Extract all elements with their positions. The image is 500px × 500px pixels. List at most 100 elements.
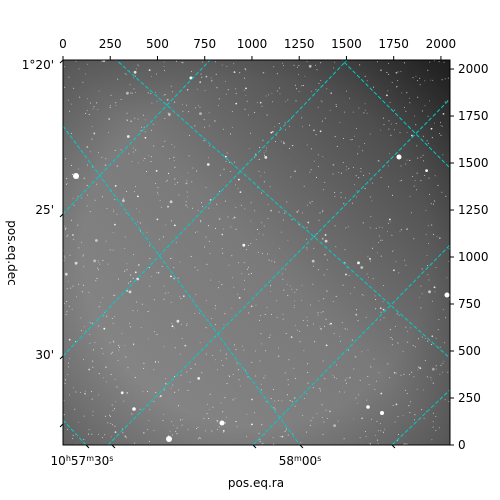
star — [377, 443, 379, 445]
star — [376, 439, 378, 441]
star — [66, 236, 68, 238]
star — [428, 279, 430, 281]
star — [210, 279, 212, 281]
star — [126, 263, 128, 265]
star — [243, 349, 245, 351]
dec-tick — [59, 213, 64, 218]
star — [446, 277, 448, 279]
star — [187, 89, 189, 91]
star — [171, 325, 174, 328]
star — [83, 358, 85, 360]
star — [239, 72, 241, 74]
star — [418, 296, 420, 298]
star — [317, 312, 319, 314]
star — [205, 327, 207, 329]
star — [404, 107, 405, 108]
star — [167, 112, 169, 113]
star — [262, 442, 264, 444]
star — [396, 86, 397, 88]
star — [434, 200, 436, 202]
star — [271, 260, 273, 262]
star — [131, 161, 133, 163]
star — [288, 359, 290, 361]
star — [223, 324, 225, 326]
star — [336, 145, 338, 147]
star — [324, 234, 327, 236]
star — [192, 167, 194, 169]
star — [406, 330, 408, 332]
star — [267, 218, 269, 219]
star — [311, 91, 312, 92]
star — [157, 361, 159, 363]
star — [222, 432, 224, 434]
star — [400, 71, 402, 73]
star — [380, 255, 382, 257]
star — [262, 139, 264, 141]
star — [163, 298, 165, 300]
star — [64, 383, 66, 384]
star — [74, 261, 78, 265]
star — [222, 365, 224, 367]
star — [149, 285, 151, 287]
star — [298, 74, 299, 76]
star — [312, 387, 314, 389]
right-tick-label: 750 — [458, 297, 481, 311]
ra-tick — [111, 444, 116, 449]
star — [287, 384, 289, 386]
star — [259, 146, 261, 148]
star — [131, 92, 133, 94]
star — [233, 286, 235, 288]
star — [180, 374, 182, 376]
star — [65, 314, 67, 316]
star — [274, 126, 275, 128]
star — [155, 391, 157, 393]
star — [283, 141, 284, 143]
star — [278, 211, 280, 213]
star — [128, 290, 132, 294]
sky-image — [63, 60, 450, 445]
star — [130, 274, 131, 276]
star — [83, 284, 84, 286]
star — [109, 249, 111, 251]
star — [113, 209, 115, 211]
star — [302, 85, 304, 86]
star — [64, 302, 65, 304]
star — [389, 329, 391, 331]
star — [433, 286, 436, 289]
star — [321, 417, 323, 419]
star — [366, 399, 368, 401]
star — [109, 105, 111, 107]
star — [386, 94, 388, 97]
star — [151, 102, 153, 104]
star — [280, 140, 282, 142]
star — [259, 440, 261, 442]
star — [197, 426, 199, 428]
star — [389, 218, 391, 221]
star — [332, 300, 334, 302]
star — [393, 371, 396, 374]
star — [352, 138, 353, 140]
star — [166, 179, 168, 181]
star — [356, 309, 357, 311]
star — [126, 119, 128, 121]
right-tick-label: 1500 — [458, 156, 489, 170]
star — [364, 75, 366, 77]
star — [273, 407, 275, 409]
star — [79, 96, 81, 98]
star — [223, 168, 225, 170]
star — [250, 272, 252, 274]
star — [383, 431, 384, 433]
star — [295, 324, 296, 326]
star — [78, 247, 80, 249]
star — [316, 413, 318, 414]
star — [157, 271, 160, 274]
star — [264, 156, 268, 159]
star — [114, 425, 116, 427]
star — [282, 318, 284, 320]
star — [345, 227, 347, 229]
star — [259, 319, 260, 321]
right-pixel-axis: 0 250 500 750 1000 1250 1500 1750 2000 — [450, 62, 489, 452]
star — [147, 429, 149, 431]
star — [414, 346, 416, 348]
star — [429, 61, 431, 63]
